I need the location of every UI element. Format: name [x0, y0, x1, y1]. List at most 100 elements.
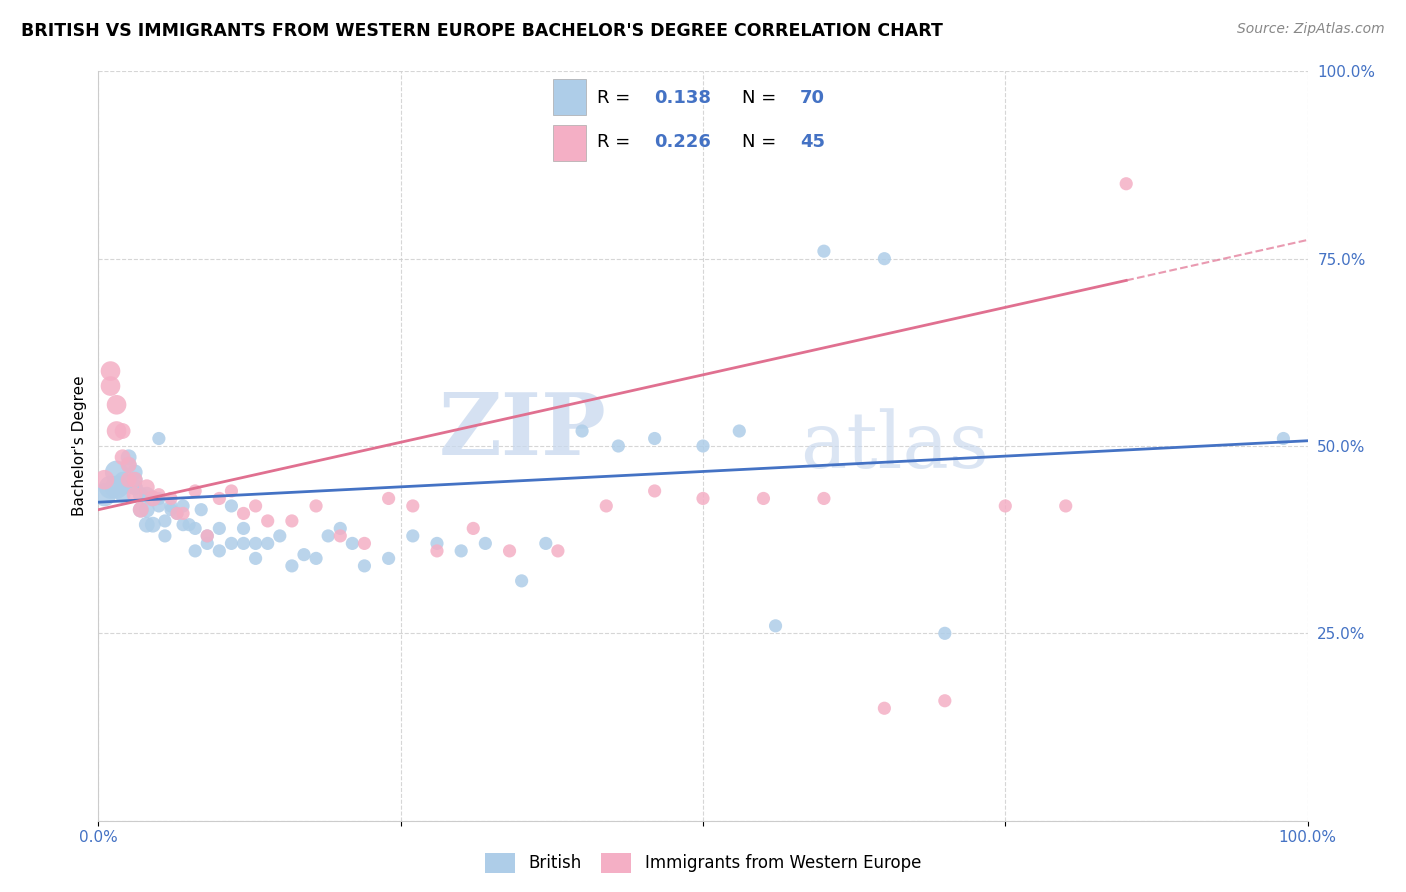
Point	[111, 424, 134, 438]
Point	[498, 544, 520, 558]
Point	[135, 517, 157, 532]
Point	[100, 480, 122, 494]
Point	[135, 502, 157, 516]
Point	[329, 529, 352, 543]
Point	[148, 491, 170, 506]
Point	[179, 517, 201, 532]
Point	[124, 488, 146, 502]
Point	[692, 491, 714, 506]
Point	[142, 517, 165, 532]
Point	[934, 694, 956, 708]
Y-axis label: Bachelor's Degree: Bachelor's Degree	[72, 376, 87, 516]
Point	[595, 499, 617, 513]
Point	[353, 558, 375, 573]
Point	[342, 536, 364, 550]
Point	[232, 507, 254, 521]
Point	[166, 507, 188, 521]
Point	[1272, 432, 1295, 446]
Point	[232, 536, 254, 550]
Point	[148, 432, 170, 446]
Point	[111, 488, 134, 502]
Point	[208, 521, 231, 535]
Point	[245, 551, 267, 566]
Point	[172, 499, 194, 513]
Point	[153, 529, 176, 543]
Point	[142, 491, 165, 506]
Point	[129, 502, 152, 516]
Point	[124, 473, 146, 487]
Point	[100, 364, 122, 378]
Point	[463, 521, 485, 535]
Point	[208, 491, 231, 506]
Point	[195, 529, 218, 543]
Point	[153, 514, 176, 528]
Point	[728, 424, 751, 438]
Point	[124, 473, 146, 487]
Point	[111, 450, 134, 465]
Point	[190, 502, 212, 516]
Point	[160, 502, 183, 516]
Point	[232, 521, 254, 535]
Point	[93, 488, 115, 502]
Point	[221, 536, 243, 550]
Point	[118, 458, 141, 472]
Point	[184, 483, 207, 498]
Point	[329, 521, 352, 535]
Point	[148, 488, 170, 502]
Point	[135, 480, 157, 494]
Point	[256, 514, 278, 528]
Point	[353, 536, 375, 550]
Point	[221, 499, 243, 513]
Point	[124, 465, 146, 479]
Point	[571, 424, 593, 438]
Point	[426, 544, 449, 558]
Text: atlas: atlas	[800, 409, 988, 483]
Text: ZIP: ZIP	[439, 389, 606, 473]
Point	[547, 544, 569, 558]
Point	[934, 626, 956, 640]
Point	[129, 502, 152, 516]
Point	[474, 536, 496, 550]
Point	[184, 521, 207, 535]
Point	[245, 536, 267, 550]
Point	[813, 491, 835, 506]
Point	[93, 473, 115, 487]
Point	[377, 551, 399, 566]
Point	[135, 488, 157, 502]
Point	[607, 439, 630, 453]
Point	[765, 619, 787, 633]
Point	[142, 491, 165, 506]
Point	[316, 529, 339, 543]
Point	[111, 473, 134, 487]
Point	[195, 529, 218, 543]
Point	[1054, 499, 1077, 513]
Point	[118, 450, 141, 465]
Point	[105, 424, 128, 438]
Point	[692, 439, 714, 453]
Text: BRITISH VS IMMIGRANTS FROM WESTERN EUROPE BACHELOR'S DEGREE CORRELATION CHART: BRITISH VS IMMIGRANTS FROM WESTERN EUROP…	[21, 22, 943, 40]
Point	[644, 432, 666, 446]
Point	[873, 252, 896, 266]
Point	[281, 558, 304, 573]
Point	[208, 544, 231, 558]
Point	[377, 491, 399, 506]
Point	[813, 244, 835, 259]
Point	[450, 544, 472, 558]
Point	[994, 499, 1017, 513]
Point	[256, 536, 278, 550]
Point	[1115, 177, 1137, 191]
Point	[124, 480, 146, 494]
Point	[281, 514, 304, 528]
Point	[105, 398, 128, 412]
Point	[160, 491, 183, 506]
Point	[160, 499, 183, 513]
Point	[644, 483, 666, 498]
Point	[105, 465, 128, 479]
Point	[402, 529, 425, 543]
Point	[510, 574, 533, 588]
Point	[184, 544, 207, 558]
Point	[111, 480, 134, 494]
Point	[172, 517, 194, 532]
Point	[245, 499, 267, 513]
Point	[305, 551, 328, 566]
